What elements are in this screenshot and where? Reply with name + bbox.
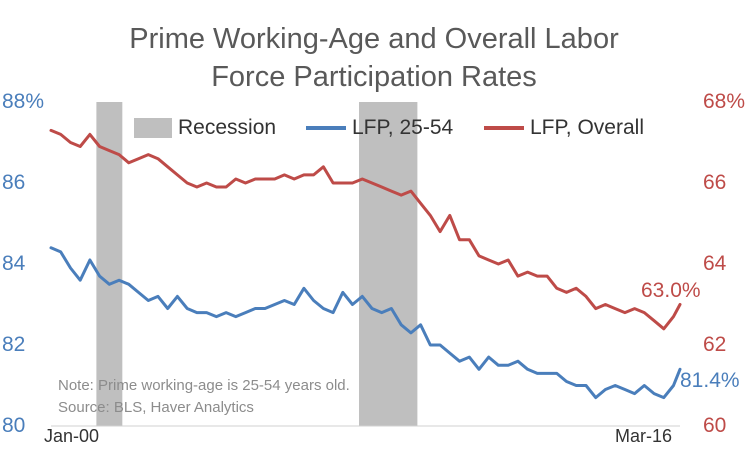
recession-band	[359, 102, 418, 426]
legend-item-recession: Recession	[134, 116, 276, 140]
series-line-lfp-overall	[49, 128, 682, 331]
y-left-tick-label: 86	[2, 171, 26, 194]
end-label-overall: 63.0%	[641, 279, 701, 302]
legend-swatch	[484, 126, 524, 130]
series-line-lfp-25-54	[49, 246, 682, 400]
y-right-tick-label: 66	[703, 171, 727, 194]
chart-title-line-2: Force Participation Rates	[211, 61, 537, 93]
y-right-tick-label: 60	[703, 414, 727, 437]
y-left-tick-label: 82	[2, 333, 26, 356]
y-right-tick-label: 68%	[703, 90, 746, 113]
legend-label: LFP, Overall	[530, 116, 644, 139]
legend-item-lfp-25-54: LFP, 25-54	[306, 116, 453, 140]
legend-swatch	[134, 118, 172, 138]
legend-swatch	[306, 126, 346, 130]
x-tick-label: Jan-00	[44, 426, 100, 446]
chart-note: Note: Prime working-age is 25-54 years o…	[58, 377, 350, 394]
chart-title-line-1: Prime Working-Age and Overall Labor	[129, 23, 619, 55]
y-left-tick-label: 88%	[2, 90, 45, 113]
y-right-tick-label: 62	[703, 333, 727, 356]
legend-label: Recession	[178, 116, 277, 139]
chart-source: Source: BLS, Haver Analytics	[58, 399, 254, 416]
y-right-tick-label: 64	[703, 252, 727, 275]
recession-band	[96, 102, 123, 426]
legend-item-lfp-overall: LFP, Overall	[484, 116, 644, 140]
legend-label: LFP, 25-54	[352, 116, 454, 139]
recession-bands	[96, 102, 418, 426]
y-left-tick-label: 80	[2, 414, 26, 437]
series-lines	[49, 128, 682, 400]
y-left-tick-label: 84	[2, 252, 26, 275]
end-label-prime-age: 81.4%	[680, 369, 740, 392]
x-tick-label: Mar-16	[615, 426, 673, 446]
